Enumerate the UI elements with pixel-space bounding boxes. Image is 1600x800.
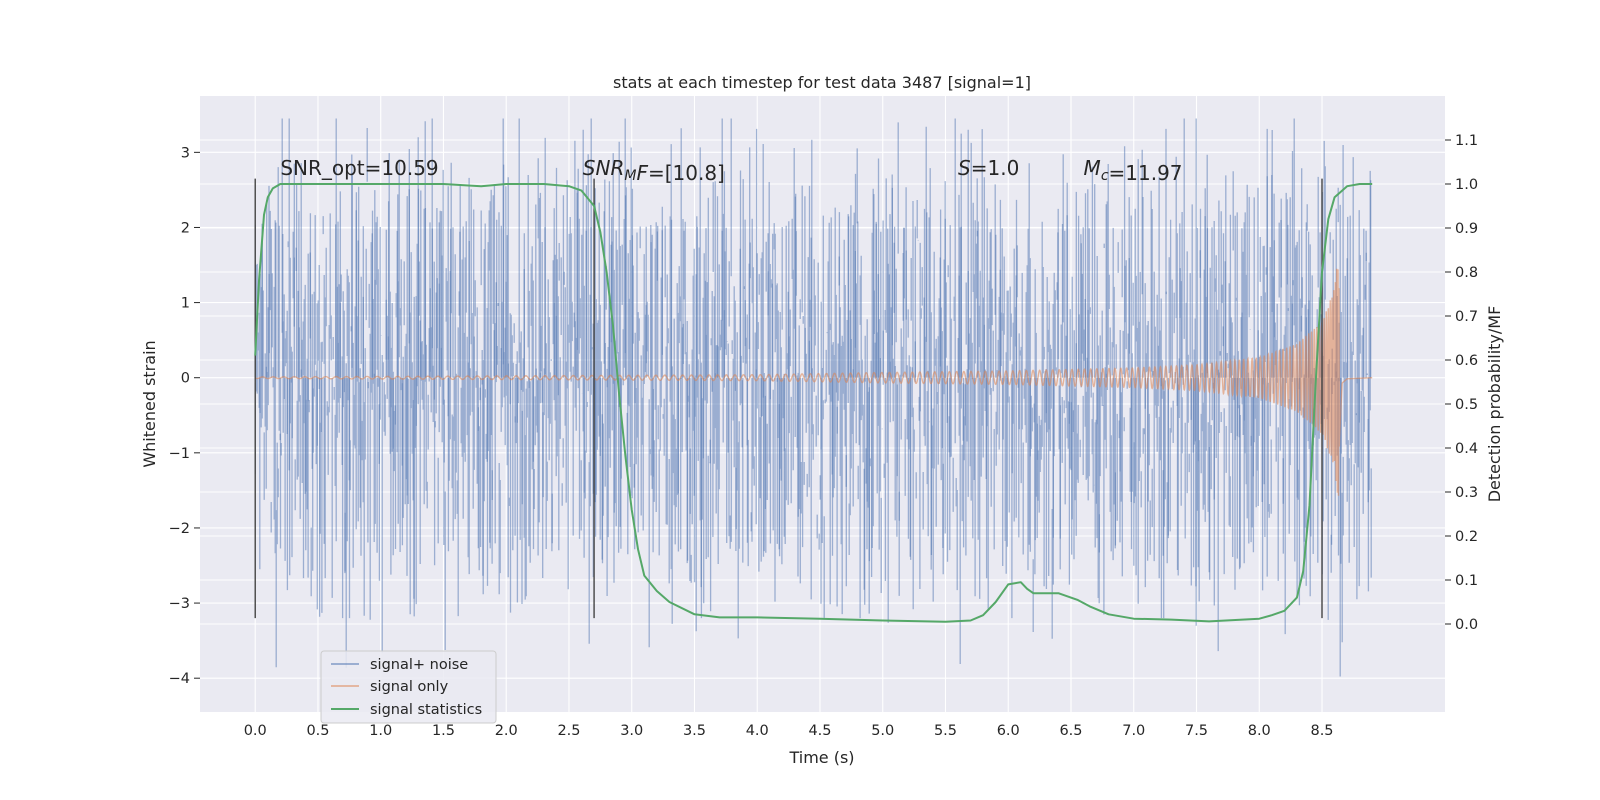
x-tick-label: 8.5	[1310, 723, 1333, 739]
y-right-tick-label: 0.2	[1455, 529, 1478, 545]
y-right-tick-label: 0.3	[1455, 485, 1478, 501]
x-tick-label: 8.0	[1248, 723, 1271, 739]
signal-only-line	[254, 268, 1373, 496]
annotation-part: c	[1101, 168, 1109, 184]
y-right-tick-label: 0.0	[1455, 617, 1478, 633]
annotation-part: M	[1084, 156, 1101, 180]
x-tick-label: 6.5	[1059, 723, 1082, 739]
x-axis-label: Time (s)	[788, 748, 854, 767]
legend-label-statistics: signal statistics	[370, 702, 482, 718]
annotation-part: F	[636, 161, 648, 185]
y-right-tick-label: 0.9	[1455, 221, 1478, 237]
signal-statistics-line	[254, 183, 1373, 623]
y-axis-label-right: Detection probability/MF	[1485, 306, 1504, 503]
annotation-part: M	[624, 168, 636, 184]
x-tick-label: 4.0	[746, 723, 769, 739]
x-tick-label: 0.0	[244, 723, 267, 739]
y-left-tick-label: −4	[169, 671, 190, 687]
y-left-tick-label: 1	[181, 296, 190, 312]
x-tick-label: 7.0	[1122, 723, 1145, 739]
stat-annotation: Mc=11.97	[1084, 156, 1183, 185]
x-tick-label: 2.0	[495, 723, 518, 739]
x-tick-label: 5.5	[934, 723, 957, 739]
legend-label-noise: signal+ noise	[370, 657, 468, 673]
y-right-tick-label: 0.5	[1455, 397, 1478, 413]
x-tick-label: 5.0	[871, 723, 894, 739]
series-layer	[254, 118, 1373, 677]
legend-box	[320, 650, 497, 724]
annotation-part: =11.97	[1109, 161, 1183, 185]
y-right-tick-label: 1.1	[1455, 133, 1478, 149]
annotation-part: SNR_opt=10.59	[280, 156, 438, 180]
x-tick-label: 3.0	[620, 723, 643, 739]
y-right-tick-label: 0.8	[1455, 265, 1478, 281]
stat-annotation: SNR_opt=10.59	[280, 156, 438, 180]
legend: signal+ noise signal only signal statist…	[320, 650, 497, 724]
y-left-tick-label: 0	[181, 371, 190, 387]
y-right-tick-label: 1.0	[1455, 177, 1478, 193]
annotation-part: =[10.8]	[648, 161, 725, 185]
stat-annotation: SNRMF=[10.8]	[583, 156, 725, 185]
y-axis-label-left: Whitened strain	[140, 340, 159, 467]
x-tick-label: 6.0	[997, 723, 1020, 739]
y-right-tick-label: 0.7	[1455, 309, 1478, 325]
x-tick-label: 1.5	[432, 723, 455, 739]
annotation-part: =1.0	[971, 156, 1020, 180]
y-left-tick-label: −3	[169, 596, 190, 612]
stat-annotation: S=1.0	[958, 156, 1019, 180]
y-left-tick-label: 3	[181, 145, 190, 161]
x-tick-label: 1.0	[369, 723, 392, 739]
chart-title: stats at each timestep for test data 348…	[613, 73, 1031, 92]
y-right-tick-label: 0.4	[1455, 441, 1478, 457]
y-right-tick-label: 0.1	[1455, 573, 1478, 589]
y-left-tick-label: −2	[169, 521, 190, 537]
x-tick-label: 3.5	[683, 723, 706, 739]
y-left-tick-label: −1	[169, 446, 190, 462]
y-left-tick-label: 2	[181, 220, 190, 236]
x-tick-label: 4.5	[808, 723, 831, 739]
tick-labels: 0.0 0.5 1.0 1.5 2.0 2.5 3.0 3.5 4.0 4.5 5.0 5.5 6.0 6…	[169, 133, 1478, 739]
annotations: SNR_opt=10.59 SNRMF=[10.8] S=1.0 Mc=11.97	[280, 156, 1182, 185]
y-right-tick-label: 0.6	[1455, 353, 1478, 369]
x-tick-label: 7.5	[1185, 723, 1208, 739]
annotation-part: SNR	[583, 156, 625, 180]
annotation-part: S	[958, 156, 971, 180]
x-tick-label: 2.5	[557, 723, 580, 739]
legend-label-signal: signal only	[370, 679, 449, 695]
x-tick-label: 0.5	[306, 723, 329, 739]
